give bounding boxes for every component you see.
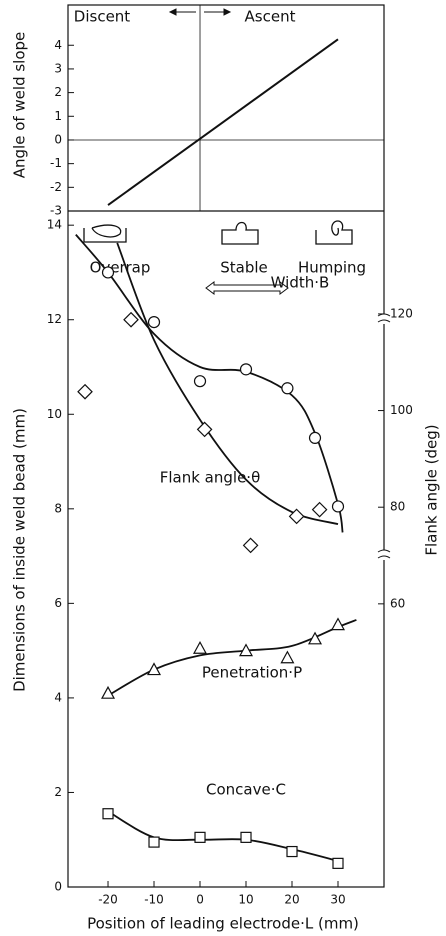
y2-axis-label: Flank angle (deg): [423, 424, 441, 555]
y-tick-label: 1: [54, 109, 62, 123]
marker: [193, 641, 208, 654]
marker: [239, 363, 253, 376]
annotation: Ascent: [245, 8, 296, 26]
marker: [101, 266, 115, 279]
series-label: Concave·C: [206, 781, 286, 799]
marker: [147, 315, 161, 329]
marker: [240, 831, 252, 843]
x-tick-label: -20: [98, 893, 118, 907]
marker: [280, 650, 295, 664]
marker: [288, 508, 305, 525]
marker: [286, 845, 298, 858]
y-tick-label: 10: [47, 407, 62, 421]
marker: [330, 617, 346, 631]
marker: [242, 537, 259, 554]
annotation: Stable: [220, 259, 268, 277]
x-tick-label: -10: [144, 893, 164, 907]
y-tick-label: 12: [47, 312, 62, 326]
marker: [77, 383, 93, 400]
x-tick-label: 10: [238, 893, 253, 907]
stable-range-arrow: [205, 281, 289, 295]
marker: [308, 431, 322, 445]
x-tick-label: 30: [330, 893, 345, 907]
y-axis-label: Angle of weld slope: [11, 32, 29, 179]
y-tick-label: 0: [54, 880, 62, 894]
marker: [196, 421, 213, 438]
y-tick-label: 0: [54, 132, 62, 146]
marker: [311, 501, 328, 518]
marker: [102, 808, 114, 820]
marker: [148, 836, 160, 848]
x-axis-label: Position of leading electrode·L (mm): [87, 915, 359, 933]
direction-arrows: [168, 8, 232, 16]
bead-icons: [83, 220, 353, 245]
series-label: Flank angle·θ: [160, 469, 261, 487]
marker: [238, 643, 254, 657]
fit-curve: [116, 242, 339, 525]
fit-curve: [107, 810, 339, 862]
marker: [101, 685, 116, 699]
marker: [307, 631, 323, 645]
annotation: Discent: [74, 8, 131, 26]
marker: [123, 311, 139, 328]
y-tick-label: 14: [47, 218, 62, 232]
marker: [147, 662, 162, 676]
y2-tick-label: 100: [390, 403, 413, 417]
y-tick-label: 8: [54, 501, 62, 515]
annotation: Humping: [298, 259, 366, 277]
y-tick-label: 2: [54, 785, 62, 799]
y2-tick-label: 120: [390, 306, 413, 320]
series-label: Width·B: [271, 274, 330, 292]
marker: [281, 382, 294, 395]
y-tick-label: 4: [54, 38, 62, 52]
y-tick-label: 4: [54, 690, 62, 704]
y-tick-label: -2: [50, 180, 62, 194]
data-line: [107, 38, 339, 206]
plot-frame: [67, 4, 385, 888]
y-tick-label: 6: [54, 596, 62, 610]
y-tick-label: -1: [50, 156, 62, 170]
marker: [193, 375, 207, 388]
y-axis-label: Dimensions of inside weld bead (mm): [11, 408, 29, 692]
x-tick-label: 0: [196, 893, 204, 907]
y-tick-label: 3: [54, 61, 62, 75]
series-label: Penetration·P: [202, 664, 302, 682]
y2-tick-label: 80: [390, 500, 405, 514]
marker: [332, 857, 344, 869]
marker: [331, 500, 345, 513]
fit-curve: [107, 619, 357, 697]
marker: [194, 831, 206, 843]
y2-tick-label: 60: [390, 596, 405, 610]
y-tick-label: -3: [50, 204, 62, 218]
x-tick-label: 20: [284, 893, 299, 907]
y-tick-label: 2: [54, 85, 62, 99]
